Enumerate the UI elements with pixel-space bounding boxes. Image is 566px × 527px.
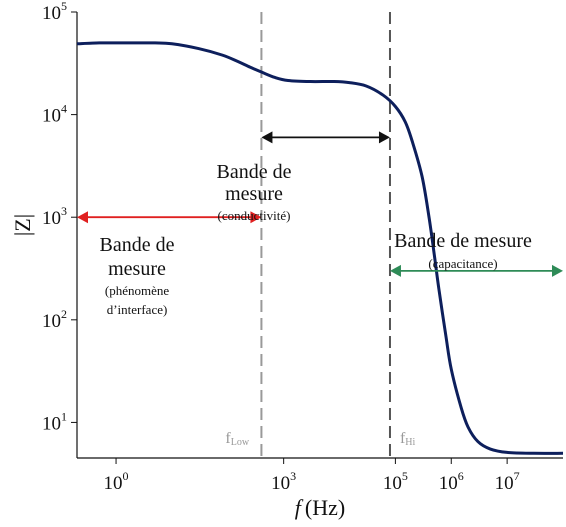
y-tick-label: 102	[42, 307, 67, 332]
y-tick-label: 103	[42, 204, 67, 229]
x-axis-title-unit: (Hz)	[305, 495, 345, 520]
conductivity-band-note: (conductivité)	[218, 208, 291, 223]
y-axis-title: |Z|	[10, 214, 35, 236]
conductivity-band-label-line2: mesure	[225, 183, 283, 205]
band-arrow	[77, 211, 262, 224]
y-tick-label: 105	[42, 0, 67, 24]
x-axis-title: f (Hz)	[295, 495, 345, 520]
y-tick-label: 104	[42, 102, 67, 127]
x-tick-label: 105	[383, 469, 408, 494]
impedance-curve	[76, 41, 564, 455]
interface-band-note-line2: d’interface)	[107, 302, 168, 317]
ticks-layer: 100 103 105 106 107 101 102 103 104 105	[42, 0, 520, 494]
band-arrow	[261, 131, 390, 144]
conductivity-band-label-line1: Bande de	[217, 161, 292, 183]
y-tick-label: 101	[42, 409, 67, 434]
x-tick-label: 106	[439, 469, 464, 494]
vline-label-low: fLow	[225, 430, 249, 448]
x-tick-label: 107	[495, 469, 520, 494]
interface-band-note-line1: (phénomène	[105, 283, 169, 298]
vlines-layer: fLow fHi	[225, 12, 416, 458]
band-arrow	[389, 264, 563, 277]
vline-label-hi: fHi	[400, 430, 416, 448]
arrows-layer	[77, 131, 563, 277]
x-tick-label: 100	[104, 469, 129, 494]
x-axis-title-symbol: f	[295, 495, 304, 520]
capacitance-band-label: Bande de mesure	[394, 230, 532, 252]
interface-band-label-line1: Bande de	[100, 234, 175, 256]
interface-band-label-line2: mesure	[108, 258, 166, 280]
capacitance-band-note: (capacitance)	[428, 256, 497, 271]
x-tick-label: 103	[271, 469, 296, 494]
series-layer	[76, 41, 564, 455]
